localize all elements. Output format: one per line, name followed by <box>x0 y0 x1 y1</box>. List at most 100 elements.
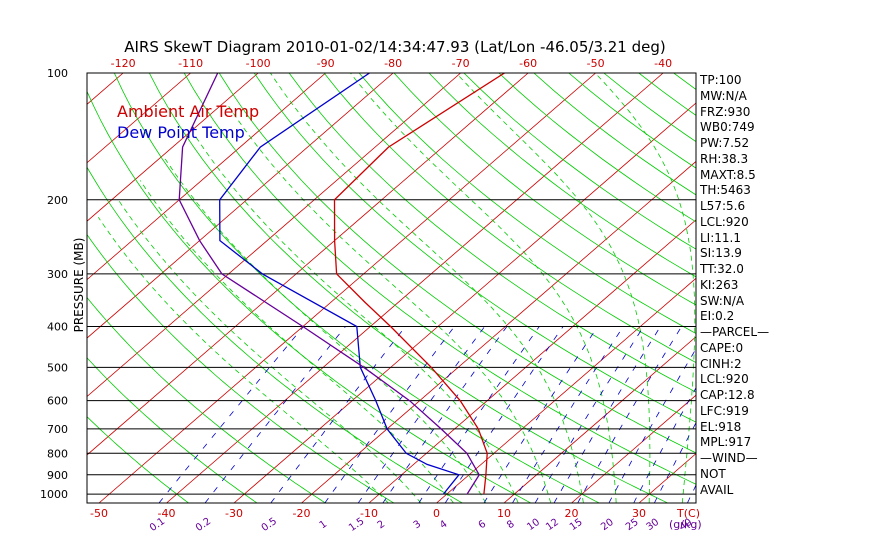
legend-dew-point-temp: Dew Point Temp <box>117 123 245 142</box>
dry-adiabat-line <box>288 73 696 393</box>
isotherm-line <box>87 73 259 222</box>
top-temp-tick-label: -40 <box>654 57 672 70</box>
isotherm-line <box>842 73 870 503</box>
stability-index-item: LFC:919 <box>700 403 749 418</box>
dry-adiabat-line <box>253 73 696 423</box>
ambient-air-temp-line <box>333 73 505 495</box>
pressure-tick-label: 500 <box>47 361 68 374</box>
chart-title: AIRS SkewT Diagram 2010-01-02/14:34:47.9… <box>124 38 665 56</box>
moist-adiabat-line <box>117 199 422 503</box>
mixing-ratio-line <box>382 326 508 503</box>
thermo-grid <box>0 73 870 503</box>
isotherm-line <box>638 453 696 503</box>
stability-index-item: CAPE:0 <box>700 340 744 355</box>
mixing-ratio-line <box>357 326 486 503</box>
pressure-tick-label: 700 <box>47 423 68 436</box>
isotherm-line <box>87 73 394 339</box>
bottom-temp-tick-label: 30 <box>632 507 646 520</box>
mixing-ratio-unit: (g/kg) <box>669 518 702 531</box>
top-temp-tick-label: -60 <box>519 57 537 70</box>
moist-adiabat-line <box>594 73 696 503</box>
dry-adiabat-line <box>393 73 696 306</box>
isotherm-line <box>301 160 696 503</box>
mixing-ratio-label: 6 <box>477 519 489 532</box>
stability-index-item: LCL:920 <box>700 214 749 229</box>
mixing-ratio-line <box>534 326 644 503</box>
top-temp-tick-label: -50 <box>587 57 605 70</box>
mixing-ratio-line <box>418 326 540 503</box>
mixing-ratio-label: 0.2 <box>194 516 213 534</box>
parcel-line <box>178 73 480 495</box>
top-temp-tick-label: -80 <box>384 57 402 70</box>
stability-index-item: EI:0.2 <box>700 309 735 324</box>
stability-index-item: MPL:917 <box>700 435 752 450</box>
bottom-temp-tick-label: -30 <box>225 507 243 520</box>
stability-index-item: LCL:920 <box>700 372 749 387</box>
isotherm-line <box>0 73 56 503</box>
top-temp-tick-label: -100 <box>246 57 271 70</box>
mixing-ratio-label: 10 <box>525 517 542 533</box>
moist-adiabat-line <box>228 106 552 503</box>
profile-lines <box>178 73 505 495</box>
stability-index-item: EL:918 <box>700 419 742 434</box>
mixing-ratio-label: 2 <box>376 519 388 532</box>
stability-index-item: —PARCEL— <box>700 325 770 339</box>
mixing-ratio-label: 3 <box>412 519 424 532</box>
legend-ambient-air-temp: Ambient Air Temp <box>117 102 259 121</box>
isotherm-line <box>774 73 870 503</box>
top-temp-tick-label: -110 <box>178 57 203 70</box>
mixing-ratio-label: 30 <box>644 517 661 533</box>
moist-adiabat-line <box>139 180 454 503</box>
bottom-temp-tick-label: -40 <box>158 507 176 520</box>
mixing-ratio-line <box>577 326 682 503</box>
mixing-ratio-label: 4 <box>438 519 450 532</box>
moist-adiabat-line <box>270 73 584 503</box>
dry-adiabat-line <box>183 73 696 485</box>
stability-index-item: NOT <box>700 466 726 481</box>
isotherm-line <box>98 73 596 503</box>
dry-adiabat-line <box>638 73 696 116</box>
y-axis-label: PRESSURE (MB) <box>72 238 86 333</box>
isotherm-line <box>233 102 696 503</box>
dry-adiabat-line <box>744 73 870 503</box>
dry-adiabat-line <box>87 357 258 503</box>
stability-index-item: CINH:2 <box>700 356 742 371</box>
bottom-temp-tick-label: 10 <box>497 507 511 520</box>
stability-index-item: MW:N/A <box>700 88 747 103</box>
mixing-ratio-line <box>270 326 406 503</box>
pressure-tick-label: 1000 <box>40 488 68 501</box>
dry-adiabat-line <box>148 73 668 503</box>
stability-index-item: TT:32.0 <box>700 262 744 276</box>
dry-adiabat-line <box>87 166 463 503</box>
bottom-temp-tick-label: -10 <box>360 507 378 520</box>
pressure-tick-label: 900 <box>47 469 68 482</box>
bottom-temp-tick-label: 0 <box>433 507 440 520</box>
isotherm-line <box>503 336 696 503</box>
moist-adiabat-line <box>164 158 487 503</box>
pressure-tick-label: 300 <box>47 268 68 281</box>
dry-adiabat-line <box>463 73 696 250</box>
isotherm-line <box>87 73 529 456</box>
dry-adiabat-line <box>849 73 870 503</box>
stability-index-item: CAP:12.8 <box>700 388 755 402</box>
dew-point-temp-line <box>219 73 460 495</box>
dry-adiabat-line <box>358 73 696 334</box>
stability-index-item: WB0:749 <box>700 120 755 135</box>
mixing-ratio-line <box>324 326 455 503</box>
mixing-ratio-line <box>512 326 624 503</box>
pressure-tick-label: 100 <box>47 67 68 80</box>
stability-index-item: —WIND— <box>700 451 758 465</box>
mixing-ratio-line <box>204 326 346 503</box>
stability-index-item: KI:263 <box>700 277 739 292</box>
dry-adiabat-line <box>87 90 531 503</box>
mixing-ratio-line <box>158 326 304 503</box>
top-temp-tick-label: -70 <box>452 57 470 70</box>
plot-frame <box>86 72 697 504</box>
top-temp-tick-label: -90 <box>317 57 335 70</box>
stability-index-item: AVAIL <box>700 482 734 497</box>
mixing-ratio-line <box>553 326 661 503</box>
mixing-ratio-line <box>483 326 599 503</box>
mixing-ratio-label: 20 <box>599 517 616 533</box>
dry-adiabat-line <box>87 233 395 503</box>
isotherm-line <box>571 394 696 503</box>
